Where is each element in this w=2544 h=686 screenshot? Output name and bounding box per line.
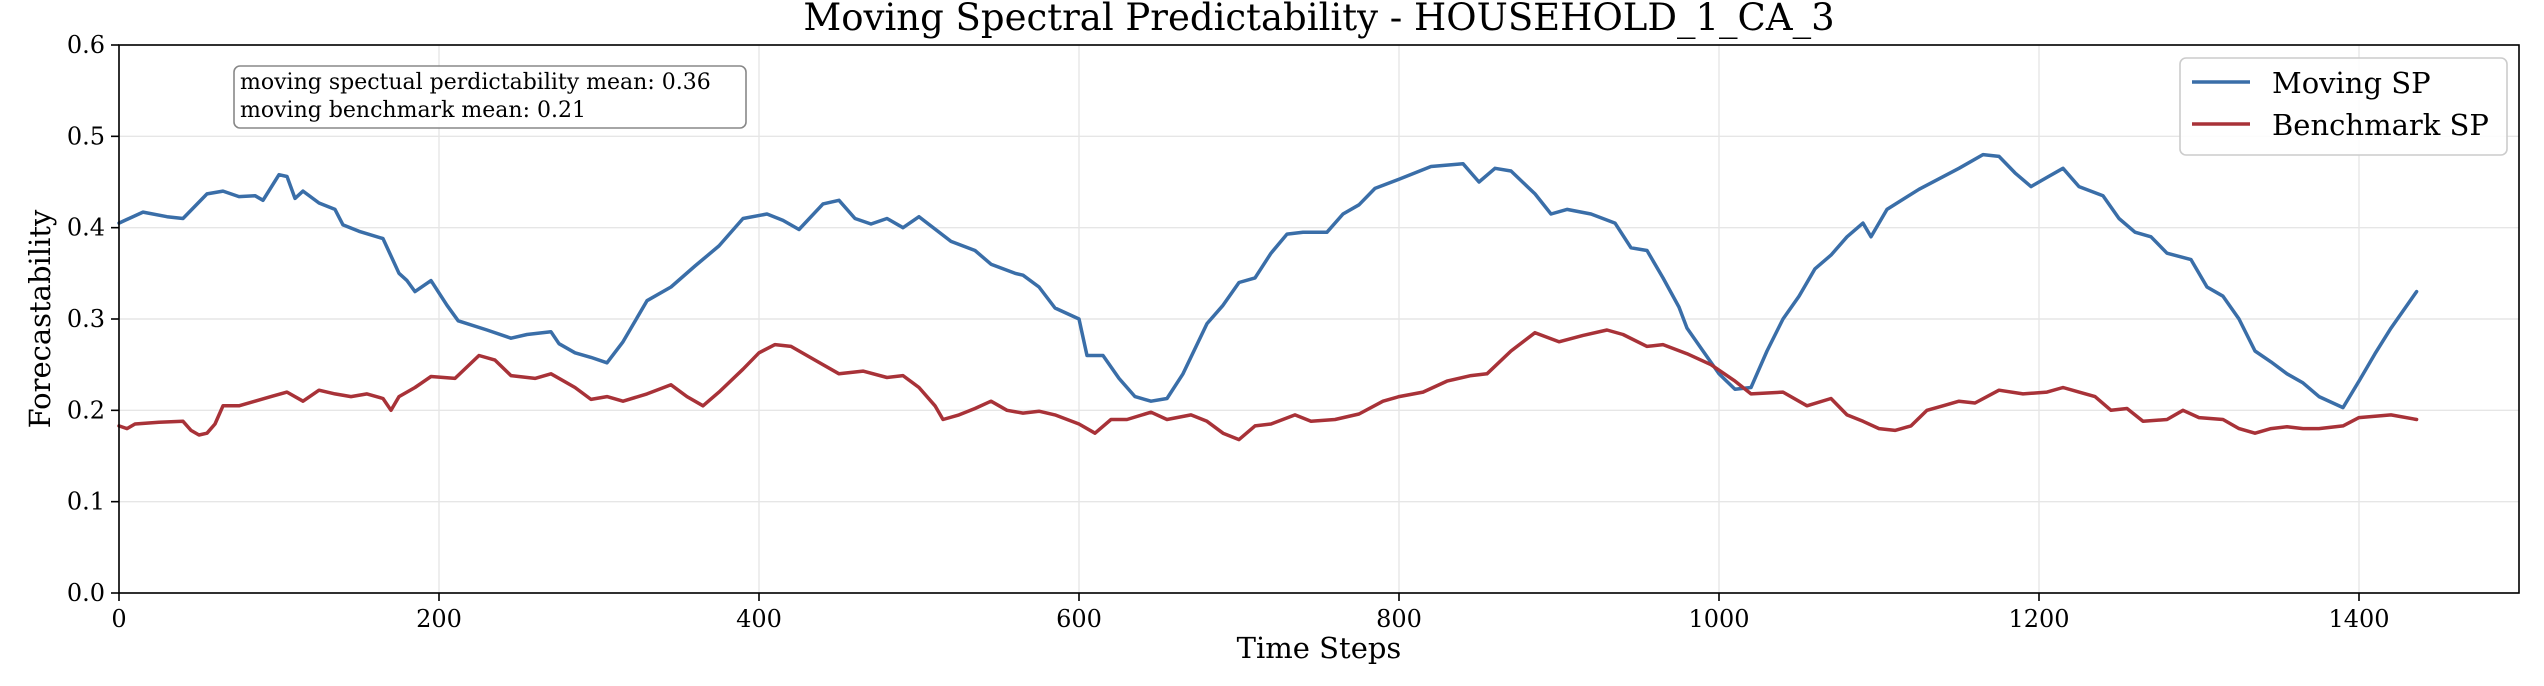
series-line-benchmark-sp	[117, 328, 2419, 442]
y-tick-label: 0.6	[67, 31, 105, 59]
chart-title: Moving Spectral Predictability - HOUSEHO…	[803, 0, 1834, 40]
x-tick-label: 600	[1056, 605, 1102, 633]
x-axis-label: Time Steps	[1237, 631, 1402, 665]
y-tick-label: 0.5	[67, 122, 105, 150]
series-lines	[117, 152, 2419, 442]
legend-frame	[2179, 57, 2508, 156]
y-tick-label: 0.2	[67, 396, 105, 424]
annotation-sp-mean: moving spectual perdictability mean: 0.3…	[240, 70, 711, 95]
gridlines	[118, 44, 2519, 594]
y-tick-label: 0.0	[67, 579, 105, 607]
x-tick-label: 0	[111, 605, 126, 633]
x-axis: 0 200 400 600 800 1000 1200 1400	[111, 593, 2390, 633]
legend: Moving SP Benchmark SP	[2179, 57, 2508, 156]
x-tick-label: 1000	[1688, 605, 1749, 633]
y-tick-label: 0.3	[67, 305, 105, 333]
x-tick-label: 200	[416, 605, 462, 633]
x-tick-label: 800	[1376, 605, 1422, 633]
x-tick-label: 1200	[2008, 605, 2069, 633]
x-tick-label: 400	[736, 605, 782, 633]
legend-label-moving-sp: Moving SP	[2272, 66, 2431, 100]
y-tick-label: 0.1	[67, 488, 105, 516]
y-axis-label: Forecastability	[23, 209, 57, 428]
legend-label-benchmark-sp: Benchmark SP	[2272, 108, 2489, 142]
x-tick-label: 1400	[2328, 605, 2389, 633]
annotation-frame	[233, 65, 747, 129]
y-tick-label: 0.4	[67, 214, 105, 242]
series-line-moving-sp	[117, 152, 2419, 410]
y-axis: 0.0 0.1 0.2 0.3 0.4 0.5 0.6	[67, 31, 119, 607]
annotation-box: moving spectual perdictability mean: 0.3…	[233, 65, 747, 129]
annotation-benchmark-mean: moving benchmark mean: 0.21	[240, 98, 586, 123]
